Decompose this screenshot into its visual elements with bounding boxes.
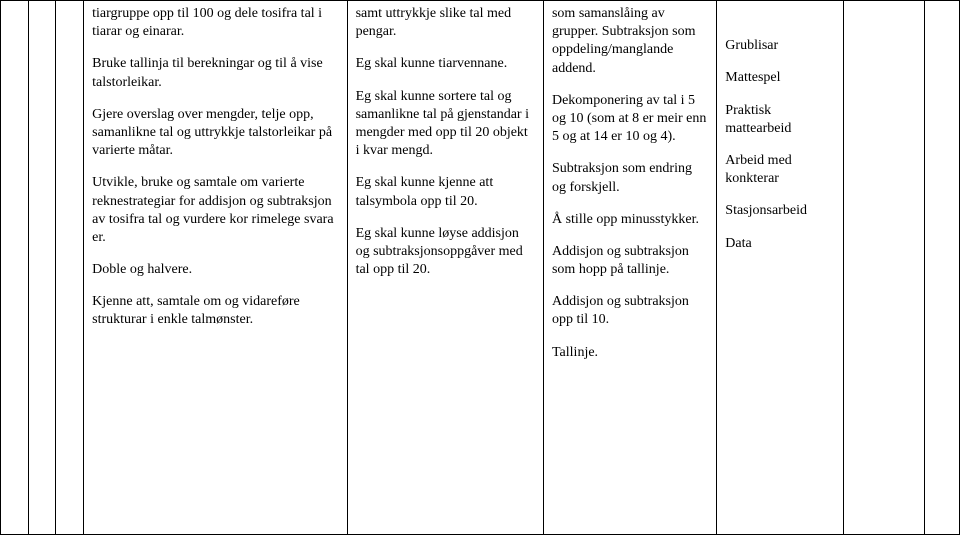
text-block: Mattespel <box>725 69 835 87</box>
curriculum-table: tiargruppe opp til 100 og dele tosifra t… <box>0 0 960 535</box>
text-block: Utvikle, bruke og samtale om varierte re… <box>92 174 338 247</box>
text-block: Doble og halvere. <box>92 261 338 279</box>
column-competence-goals: tiargruppe opp til 100 og dele tosifra t… <box>84 1 347 535</box>
text-block: Grublisar <box>725 37 835 55</box>
text-block: Gjere overslag over mengder, telje opp, … <box>92 106 338 161</box>
text-block: Stasjonsarbeid <box>725 202 835 220</box>
text-block: Kjenne att, samtale om og vidareføre str… <box>92 293 338 329</box>
text-block: Eg skal kunne løyse addisjon og subtraks… <box>356 225 535 280</box>
text-block: Praktisk mattearbeid <box>725 102 835 138</box>
text-block: Arbeid med konkterar <box>725 152 835 188</box>
text-block: Eg skal kunne sortere tal og samanlikne … <box>356 88 535 161</box>
text-block: Data <box>725 235 835 253</box>
column-methods: Grublisar Mattespel Praktisk mattearbeid… <box>717 1 844 535</box>
text-block: Bruke tallinja til berekningar og til å … <box>92 55 338 91</box>
text-block: Addisjon og subtraksjon som hopp på tall… <box>552 243 708 279</box>
column-content: som samanslåing av grupper. Subtraksjon … <box>543 1 716 535</box>
column-learning-goals: samt uttrykkje slike tal med pengar. Eg … <box>347 1 543 535</box>
empty-cell-end2 <box>925 1 960 535</box>
text-block: Eg skal kunne tiarvennane. <box>356 55 535 73</box>
text-block: samt uttrykkje slike tal med pengar. <box>356 5 535 41</box>
text-block: Dekomponering av tal i 5 og 10 (som at 8… <box>552 92 708 147</box>
text-block: Å stille opp minusstykker. <box>552 211 708 229</box>
text-block: Subtraksjon som endring og forskjell. <box>552 160 708 196</box>
empty-cell-3 <box>56 1 84 535</box>
text-block: tiargruppe opp til 100 og dele tosifra t… <box>92 5 338 41</box>
text-block: Addisjon og subtraksjon opp til 10. <box>552 293 708 329</box>
empty-cell-1 <box>1 1 29 535</box>
text-block: Eg skal kunne kjenne att talsymbola opp … <box>356 174 535 210</box>
text-block: Tallinje. <box>552 344 708 362</box>
empty-cell-2 <box>28 1 56 535</box>
empty-cell-end1 <box>844 1 925 535</box>
text-block: som samanslåing av grupper. Subtraksjon … <box>552 5 708 78</box>
